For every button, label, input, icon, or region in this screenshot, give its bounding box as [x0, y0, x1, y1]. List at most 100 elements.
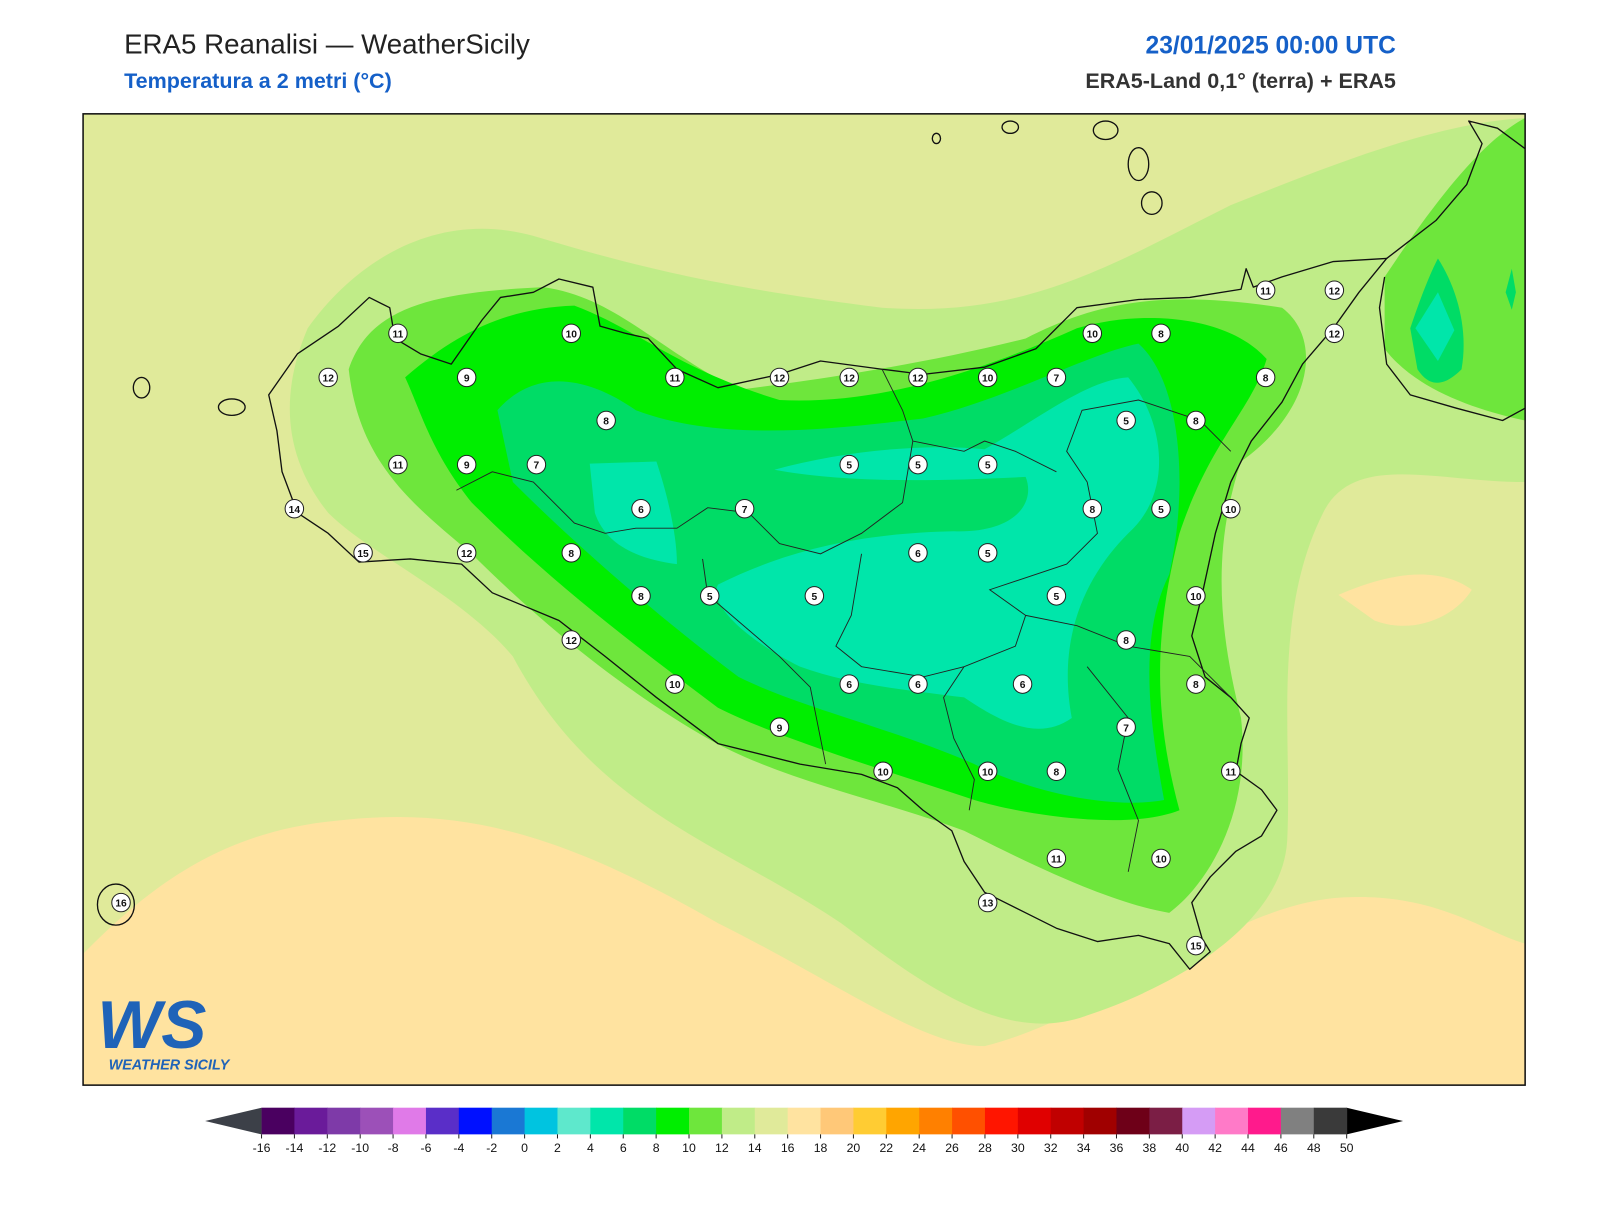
station-value: 11 — [1051, 855, 1062, 866]
station: 12 — [561, 630, 582, 650]
station: 8 — [1151, 323, 1171, 344]
station-value: 6 — [1020, 680, 1026, 691]
station-value: 5 — [707, 592, 713, 603]
station-marker — [631, 498, 651, 519]
colorbar-tick-label: -12 — [318, 1141, 336, 1155]
colorbar-tick-label: 12 — [715, 1141, 729, 1155]
station-marker — [318, 367, 338, 388]
station: 7 — [734, 498, 755, 519]
station-value: 6 — [915, 549, 921, 560]
colorbar-cell — [754, 1107, 789, 1135]
colorbar-cell — [623, 1107, 657, 1135]
colorbar-cell — [1083, 1107, 1118, 1135]
station-value: 12 — [844, 374, 856, 385]
station-marker — [1186, 410, 1206, 431]
colorbar-tick-label: 16 — [781, 1141, 795, 1155]
station-value: 11 — [393, 461, 404, 472]
logo-mark: WS — [97, 988, 206, 1063]
station-marker — [561, 543, 582, 563]
colorbar-cell — [393, 1107, 427, 1135]
zone-6-8 — [1505, 268, 1516, 310]
station-marker — [456, 367, 477, 388]
colorbar-tick-label: 48 — [1307, 1141, 1321, 1155]
station-value: 10 — [566, 329, 578, 340]
coastline — [1378, 120, 1526, 422]
station-labels: 11 10 10 8 12 11 12 12 9 11 12 12 12 10 7 8 8 5 8 11 9 7 5 5 5 14… — [111, 280, 1345, 956]
station-marker — [977, 543, 998, 563]
date: 23/01/2025 00:00 UTC — [1146, 32, 1397, 59]
colorbar-tick-label: 22 — [879, 1141, 893, 1155]
station-value: 8 — [1089, 505, 1095, 516]
map-frame — [82, 113, 1526, 1086]
island — [1140, 191, 1163, 216]
station: 12 — [908, 367, 928, 388]
station-value: 8 — [1193, 417, 1199, 428]
station-marker — [769, 717, 790, 737]
station-marker — [1151, 848, 1171, 869]
coastline — [268, 257, 1388, 970]
station-marker — [353, 543, 373, 563]
colorbar-cell — [360, 1107, 394, 1135]
station-marker — [977, 761, 998, 782]
station-value: 8 — [1193, 680, 1199, 691]
station-marker — [977, 454, 998, 475]
station: 8 — [1186, 410, 1206, 431]
colorbar-tick-label: -4 — [453, 1141, 464, 1155]
subtitle: Temperatura a 2 metri (°C) — [124, 69, 392, 93]
station-marker — [1186, 586, 1206, 606]
station: 8 — [1116, 630, 1136, 650]
colorbar-cell — [886, 1107, 920, 1135]
station-marker — [388, 454, 408, 475]
station-marker — [908, 674, 928, 694]
station-value: 8 — [1054, 767, 1060, 778]
station-value: 9 — [464, 461, 470, 472]
colorbar-cell — [853, 1107, 887, 1135]
station-marker — [1046, 586, 1067, 606]
station: 6 — [908, 674, 928, 694]
station: 8 — [561, 543, 582, 563]
station: 10 — [1221, 498, 1241, 519]
colorbar-tick-label: 4 — [587, 1141, 594, 1155]
station-value: 6 — [846, 680, 852, 691]
islands — [96, 120, 1163, 926]
station-marker — [665, 674, 685, 694]
station-value: 12 — [774, 374, 786, 385]
station-value: 5 — [846, 461, 852, 472]
station-value: 15 — [1190, 942, 1202, 953]
station-value: 7 — [742, 505, 748, 516]
colorbar-cell — [294, 1107, 328, 1135]
colorbar-tick-label: 20 — [847, 1141, 861, 1155]
station-value: 8 — [1158, 329, 1164, 340]
station: 7 — [526, 454, 547, 475]
temperature-field — [83, 113, 1526, 1086]
station-value: 5 — [812, 592, 818, 603]
station: 10 — [977, 761, 998, 782]
station-marker — [977, 892, 998, 913]
station-value: 8 — [1123, 636, 1129, 647]
colorbar-cell — [721, 1107, 756, 1135]
colorbar-cell — [689, 1107, 723, 1135]
colorbar-cell — [1280, 1107, 1315, 1135]
station-value: 11 — [393, 329, 404, 340]
station: 9 — [456, 367, 477, 388]
station: 7 — [1116, 717, 1136, 737]
station-value: 8 — [603, 417, 609, 428]
station-marker — [1151, 498, 1171, 519]
station-value: 5 — [1158, 505, 1164, 516]
station-value: 10 — [1225, 505, 1237, 516]
colorbar-cell — [952, 1107, 986, 1135]
colorbar-cell — [1017, 1107, 1052, 1135]
colorbar-tick-label: 44 — [1241, 1141, 1255, 1155]
station-marker — [665, 367, 685, 388]
colorbar-tick-label: 10 — [682, 1141, 696, 1155]
station: 6 — [631, 498, 651, 519]
station-value: 10 — [1190, 592, 1202, 603]
colorbar-cell — [327, 1107, 361, 1135]
station: 5 — [839, 454, 859, 475]
station: 5 — [804, 586, 825, 606]
station: 10 — [1082, 323, 1103, 344]
station-marker — [1116, 630, 1136, 650]
station: 5 — [977, 454, 998, 475]
station: 6 — [908, 543, 928, 563]
